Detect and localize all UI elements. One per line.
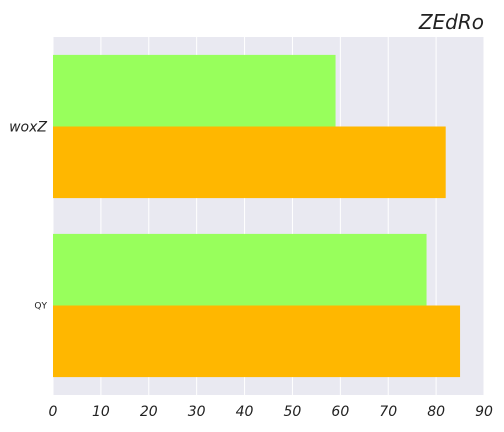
x-tick-label-70: 70 [379, 404, 397, 420]
x-tick-label-20: 20 [140, 404, 158, 420]
x-tick-label-50: 50 [284, 404, 302, 420]
y-tick-label-QY: QY [34, 302, 47, 312]
y-axis-ticks: woxZ QY [9, 120, 47, 312]
bar-woxZ-series-1 [53, 54, 336, 127]
bar-woxZ-series-2 [53, 126, 446, 199]
x-tick-label-60: 60 [331, 404, 349, 420]
x-tick-label-80: 80 [427, 404, 445, 420]
bars [53, 54, 461, 378]
chart-title: ZEdRo [418, 10, 484, 34]
x-axis-ticks: 0 10 20 30 40 50 60 70 80 90 [49, 404, 493, 420]
bar-QY-series-2 [53, 305, 461, 378]
x-tick-label-0: 0 [49, 404, 58, 420]
x-tick-label-10: 10 [92, 404, 110, 420]
y-tick-label-woxZ: woxZ [9, 120, 47, 136]
x-tick-label-90: 90 [475, 404, 493, 420]
bar-QY-series-1 [53, 233, 427, 306]
x-tick-label-40: 40 [236, 404, 254, 420]
x-tick-label-30: 30 [188, 404, 206, 420]
